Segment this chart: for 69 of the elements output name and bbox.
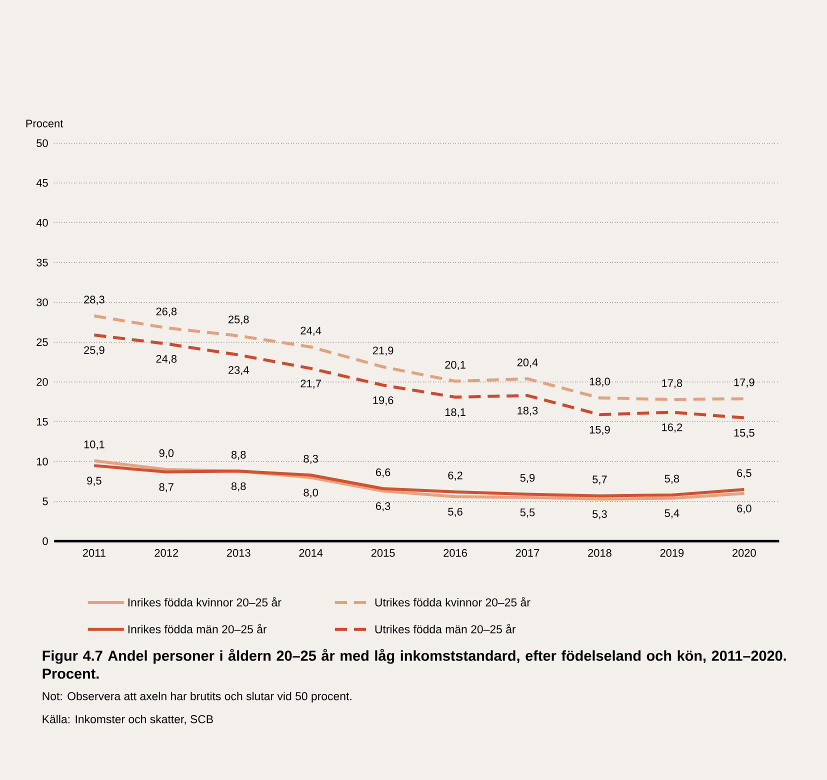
data-label: 5,8 [664,474,680,484]
data-label: 18,0 [590,378,610,387]
data-label: 5,4 [664,509,680,518]
y-tick-label: 25 [36,338,48,346]
legend-label: Inrikes födda kvinnor 20–25 år [128,597,282,606]
x-tick-label: 2012 [154,549,178,557]
data-label: 6,3 [376,502,390,512]
data-label: 24,4 [300,326,322,336]
x-tick-label: 2018 [588,549,612,557]
x-tick-label: 2019 [660,549,684,557]
data-label: 9,5 [87,476,102,486]
data-label: 6,2 [448,472,462,481]
data-label: 25,8 [228,316,249,325]
data-label: 5,6 [448,508,462,517]
data-label: 21,9 [372,346,394,356]
y-axis-title: Procent [26,120,64,128]
data-label: 23,4 [228,366,249,376]
data-label: 20,1 [445,360,466,370]
text: Not: Observera att axeln har brutits och slutar vid 50 procent. [42,692,352,703]
legend-label: Inrikes födda män 20–25 år [128,624,267,634]
x-tick-label: 2014 [299,549,323,557]
data-label: 6,5 [737,469,752,478]
data-label: 6,6 [376,468,390,478]
data-label: 16,2 [662,423,682,432]
x-tick-label: 2011 [82,549,106,557]
data-label: 8,8 [231,482,246,492]
y-tick-label: 35 [36,258,48,266]
y-tick-label: 15 [36,418,48,426]
data-label: 19,6 [373,396,394,406]
data-label: 6,0 [737,504,752,514]
y-tick-label: 45 [36,179,48,187]
x-tick-label: 2015 [371,549,395,557]
data-label: 10,1 [84,440,104,450]
x-tick-label: 2013 [226,549,250,557]
text: Figur 4.7 Andel personer i åldern 20–25 år med låg inkomststandard, efter födelseland och kön, 2011–2020. Procent. [42,648,786,679]
data-label: 21,7 [300,380,321,389]
data-label: 26,8 [156,308,177,317]
text: Källa: Inkomster och skatter, SCB [42,714,213,725]
data-label: 15,9 [590,426,610,435]
x-tick-label: 2016 [444,549,467,557]
y-tick-label: 50 [36,139,48,148]
data-label: 25,9 [84,346,104,356]
data-label: 18,3 [518,406,538,416]
data-label: 8,8 [231,450,246,460]
data-label: 17,9 [734,378,754,388]
y-tick-label: 0 [42,537,48,546]
data-label: 28,3 [84,296,104,305]
data-label: 20,4 [517,358,538,368]
data-label: 8,3 [304,454,318,464]
y-tick-label: 5 [42,498,48,506]
x-tick-label: 2017 [516,549,540,557]
y-tick-label: 10 [36,458,48,466]
x-tick-label: 2020 [732,549,756,557]
data-label: 8,7 [159,483,174,492]
data-label: 5,5 [520,508,535,518]
data-label: 15,5 [734,429,754,438]
data-label: 17,8 [662,379,682,388]
data-label: 8,0 [304,488,318,498]
y-tick-label: 30 [36,298,48,306]
y-tick-label: 40 [36,218,48,227]
data-label: 5,3 [592,510,607,520]
data-label: 24,8 [156,354,177,364]
data-label: 18,1 [445,408,466,418]
legend-label: Utrikes födda kvinnor 20–25 år [375,597,530,606]
data-label: 5,9 [520,474,535,484]
data-label: 9,0 [159,449,174,458]
y-tick-label: 20 [36,378,48,386]
legend-label: Utrikes födda män 20–25 år [375,624,516,634]
data-label: 5,7 [592,476,607,485]
